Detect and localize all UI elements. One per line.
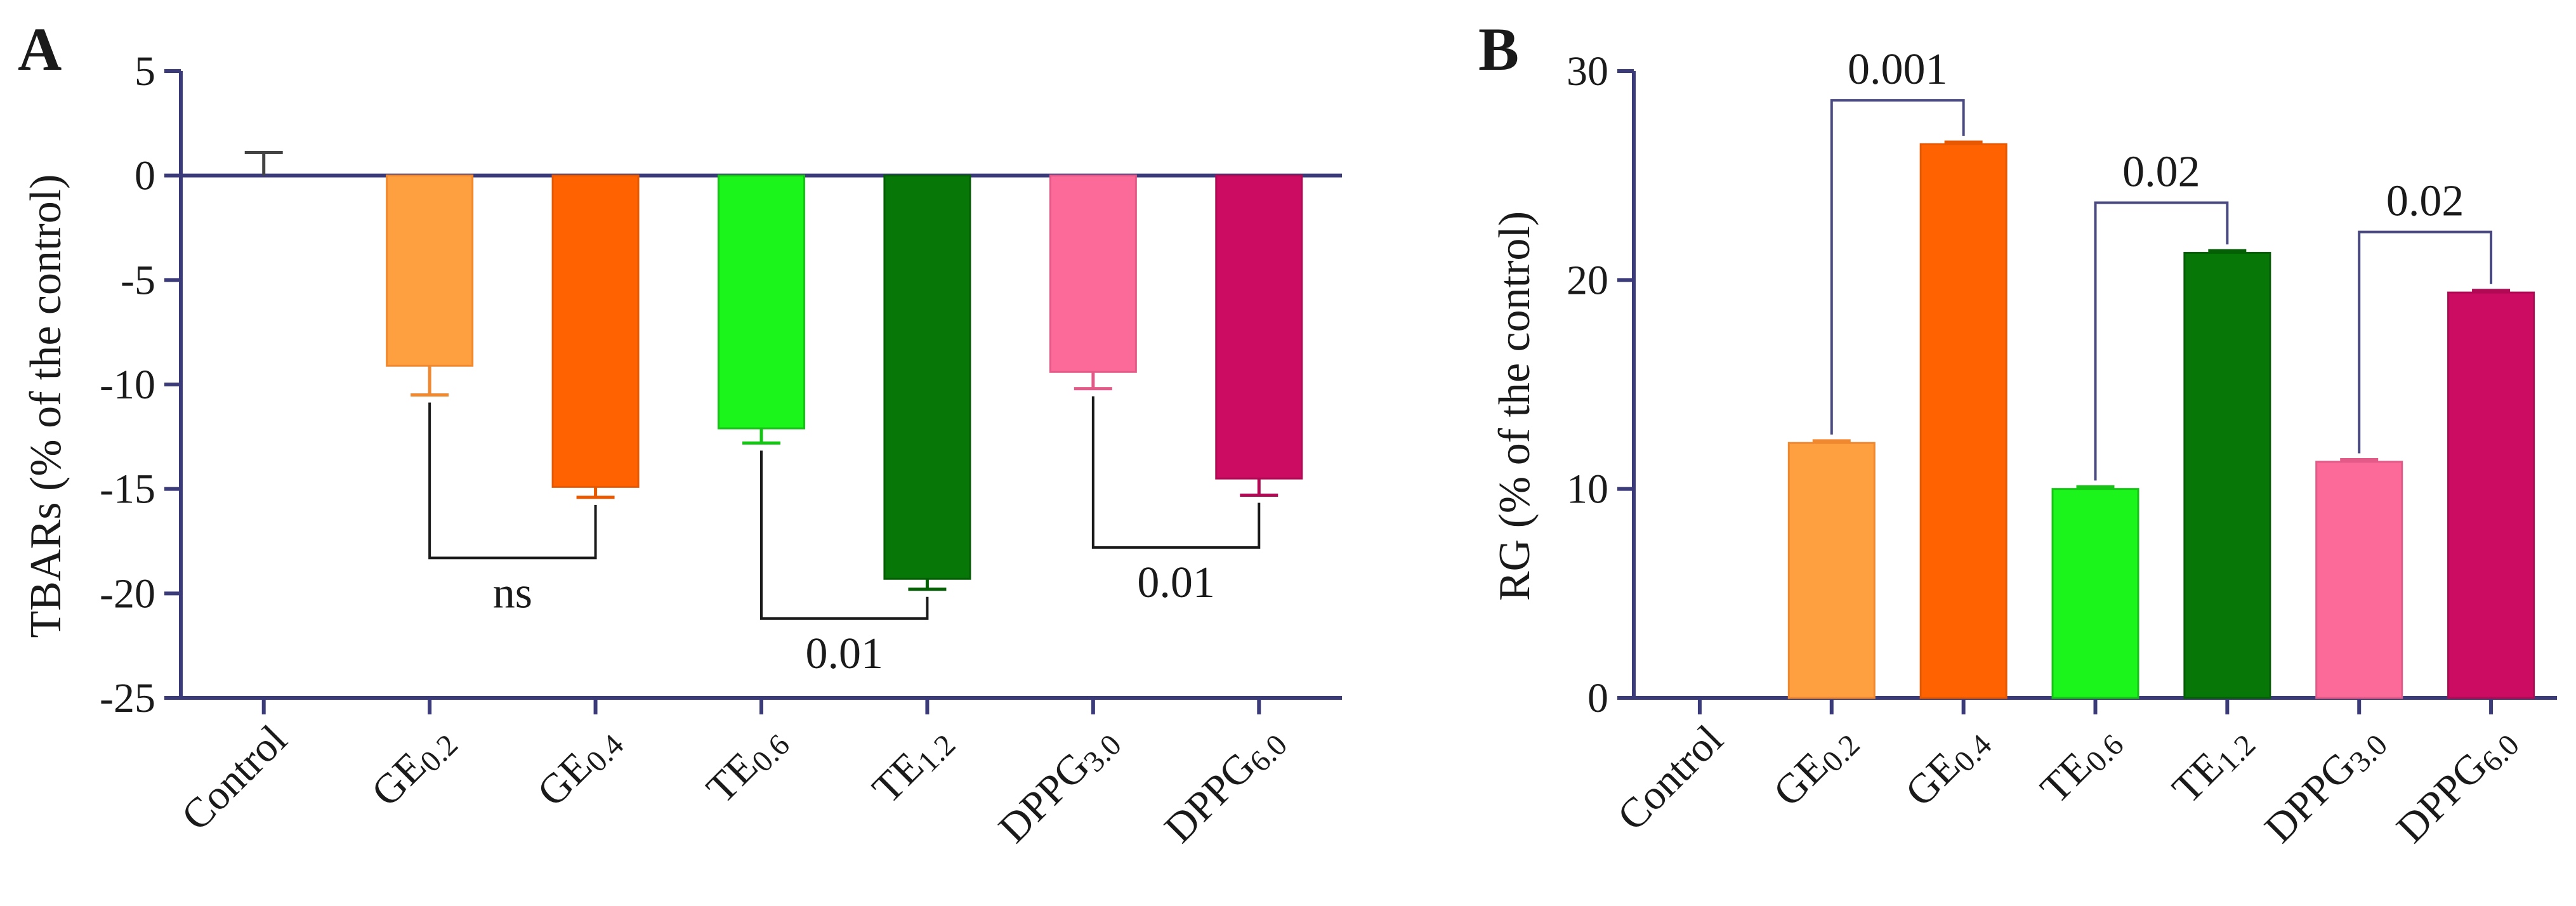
- y-tick-label: 0: [135, 153, 155, 199]
- bar: [1049, 174, 1137, 373]
- bar: [2051, 488, 2139, 699]
- panel-a-label: A: [18, 15, 62, 83]
- bar: [386, 174, 474, 367]
- bar: [883, 174, 971, 580]
- category-label: DPPG6.0: [2388, 716, 2526, 855]
- y-tick-label: -25: [100, 675, 155, 721]
- comparison-label: 0.01: [1137, 558, 1215, 607]
- y-tick-label: 10: [1567, 466, 1608, 513]
- category-label: DPPG3.0: [2256, 716, 2394, 855]
- comparison-label: 0.02: [2122, 147, 2200, 196]
- y-tick-label: 20: [1567, 257, 1608, 303]
- comparison-label: 0.01: [805, 629, 883, 678]
- y-tick-label: -5: [121, 257, 155, 303]
- category-main: Control: [1608, 716, 1732, 839]
- panel-a: A TBARs (% of the control) 5 0 -5 -10 -15 -20…: [18, 15, 1342, 855]
- category-label: DPPG6.0: [1156, 716, 1294, 855]
- panel-b-ylabel: RG (% of the control): [1490, 211, 1539, 601]
- category-label: DPPG3.0: [990, 716, 1128, 855]
- comparison-label: 0.001: [1848, 45, 1948, 94]
- bar: [1787, 442, 1876, 699]
- category-label: GE0.4: [529, 716, 631, 818]
- bar: [2183, 252, 2271, 699]
- panel-a-bars: [244, 150, 1303, 591]
- category-label: GE0.2: [362, 716, 464, 818]
- category-label: TE1.2: [2164, 716, 2262, 815]
- bar: [718, 174, 805, 430]
- category-label: TE0.6: [2032, 716, 2130, 815]
- panel-a-comparisons: ns 0.01 0.01: [428, 396, 1261, 678]
- panel-b-comparisons: 0.001 0.02 0.02: [1830, 45, 2493, 481]
- category-label: TE1.2: [864, 716, 962, 815]
- category-label: Control: [173, 716, 296, 839]
- category-label: GE0.4: [1896, 716, 1999, 818]
- comparison-bracket: [1091, 396, 1261, 549]
- y-tick-label: 5: [135, 48, 155, 95]
- y-tick-label: 30: [1567, 48, 1608, 95]
- y-tick-label: 0: [1587, 675, 1608, 721]
- bar: [1215, 174, 1303, 480]
- category-main: Control: [173, 716, 296, 839]
- comparison-bracket: [760, 450, 929, 620]
- comparison-label: 0.02: [2386, 177, 2464, 226]
- panel-b-bars: [1787, 140, 2535, 699]
- comparison-bracket: [428, 402, 597, 560]
- comparison-label: ns: [493, 568, 532, 617]
- bar: [2315, 461, 2403, 699]
- panel-b-xlabels: Control GE0.2 GE0.4 TE0.6 TE1.2DPPG3.0DPPG6.…: [1608, 716, 2526, 855]
- y-tick-label: -15: [100, 466, 155, 513]
- y-tick-label: -20: [100, 570, 155, 617]
- category-label: GE0.2: [1764, 716, 1867, 818]
- comparison-bracket: [2094, 201, 2229, 481]
- category-label: Control: [1608, 716, 1732, 839]
- bar: [551, 174, 640, 488]
- bar: [2447, 291, 2535, 699]
- panel-b-label: B: [1478, 15, 1519, 83]
- comparison-bracket: [1830, 99, 1965, 435]
- category-label: TE0.6: [698, 716, 796, 815]
- y-tick-label: -10: [100, 362, 155, 408]
- panel-a-xlabels: Control GE0.2 GE0.4 TE0.6 TE1.2 DPPG3.0 DPPG6.…: [173, 716, 1294, 855]
- panel-a-ylabel: TBARs (% of the control): [22, 174, 70, 638]
- comparison-bracket: [2358, 230, 2493, 454]
- bar: [1919, 143, 2008, 699]
